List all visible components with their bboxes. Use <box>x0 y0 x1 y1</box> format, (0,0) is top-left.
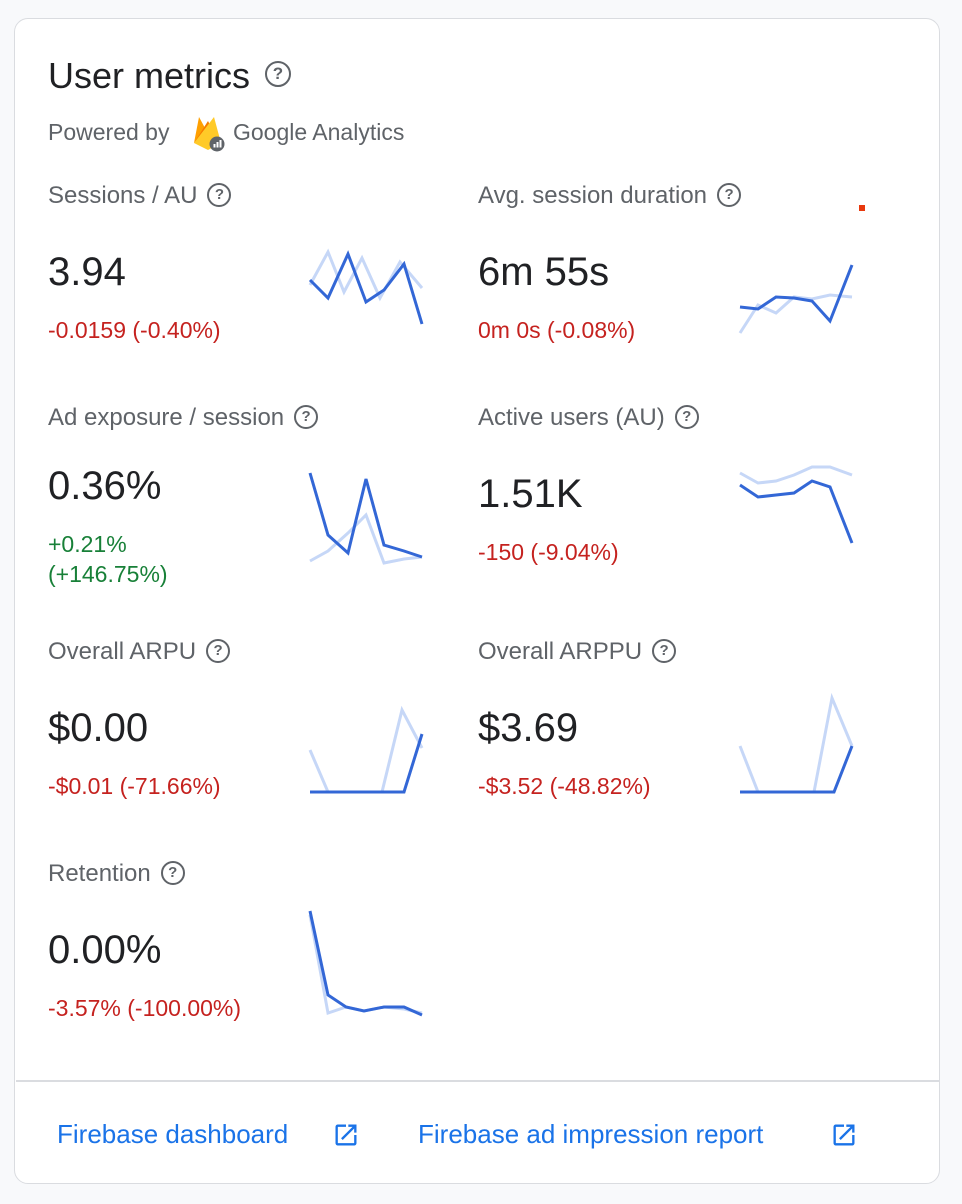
sparkline-current-series <box>739 264 854 324</box>
metric-delta-active-users: -150 (-9.04%) <box>478 539 619 565</box>
metric-value-retention: 0.00% <box>48 928 162 972</box>
sparkline-current-series <box>308 910 423 1017</box>
firebase-ad-impression-report-link[interactable]: Firebase ad impression report <box>418 1119 764 1149</box>
firebase-dashboard-link[interactable]: Firebase dashboard <box>57 1119 289 1149</box>
sparkline-overall-arpu <box>308 705 424 794</box>
sparkline-previous-series <box>739 465 853 485</box>
sparkline-previous-series <box>309 512 423 565</box>
metric-delta-retention: -3.57% (-100.00%) <box>48 995 242 1021</box>
metric-value-overall-arppu: $3.69 <box>478 706 579 750</box>
sparkline-active-users <box>739 465 854 544</box>
metric-value-avg-session-duration: 6m 55s <box>478 250 610 294</box>
metric-delta-line2-ad-exposure: (+146.75%) <box>48 561 168 587</box>
metric-delta-avg-session-duration: 0m 0s (-0.08%) <box>478 317 636 343</box>
metric-value-ad-exposure-per-session: 0.36% <box>48 464 162 508</box>
metric-delta-overall-arpu: -$0.01 (-71.66%) <box>48 773 221 799</box>
metric-delta-sessions-per-au: -0.0159 (-0.40%) <box>48 317 221 343</box>
sparkline-sessions-per-au <box>308 248 424 325</box>
help-icon[interactable]: ? <box>207 182 232 207</box>
sparkline-overall-arppu <box>738 692 854 794</box>
metric-label-ad-exposure-per-session: Ad exposure / session? <box>48 403 319 433</box>
help-icon[interactable]: ? <box>294 404 319 429</box>
sparkline-current-series <box>308 472 423 559</box>
google-analytics-label: Google Analytics <box>233 119 405 145</box>
metric-value-sessions-per-au: 3.94 <box>48 250 126 294</box>
sparkline-previous-series <box>308 705 424 794</box>
metric-value-overall-arpu: $0.00 <box>48 706 149 750</box>
sparkline-avg-session-duration <box>738 264 854 334</box>
metric-label-avg-session-duration: Avg. session duration? <box>478 181 742 211</box>
open-in-new-icon[interactable] <box>332 1121 360 1149</box>
sparkline-retention <box>308 910 423 1017</box>
sparkline-current-series <box>310 733 424 794</box>
help-icon[interactable]: ? <box>674 404 699 429</box>
sparkline-ad-exposure-per-session <box>308 472 423 565</box>
indicator-dot <box>859 205 865 211</box>
metric-value-active-users: 1.51K <box>478 472 583 516</box>
sparkline-previous-series <box>308 248 424 302</box>
powered-by-label: Powered by <box>48 119 170 145</box>
footer-divider <box>16 1080 940 1082</box>
help-icon[interactable]: ? <box>717 182 742 207</box>
help-icon[interactable]: ? <box>206 638 231 663</box>
sparkline-current-series <box>740 745 854 794</box>
sparkline-current-series <box>308 250 424 325</box>
open-in-new-icon[interactable] <box>830 1121 858 1149</box>
metric-label-sessions-per-au: Sessions / AU? <box>48 181 232 211</box>
metric-delta-line1-ad-exposure: +0.21% <box>48 531 127 557</box>
sparkline-previous-series <box>738 692 854 794</box>
sparkline-previous-series <box>308 914 423 1015</box>
user-metrics-card <box>14 18 940 1184</box>
help-icon[interactable]: ? <box>652 638 677 663</box>
sparkline-previous-series <box>738 293 853 334</box>
metric-delta-overall-arppu: -$3.52 (-48.82%) <box>478 773 651 799</box>
metric-label-overall-arppu: Overall ARPPU? <box>478 637 677 667</box>
firebase-logo-icon <box>194 117 225 152</box>
metric-label-overall-arpu: Overall ARPU? <box>48 637 231 667</box>
help-icon[interactable]: ? <box>160 860 185 885</box>
metric-label-retention: Retention? <box>48 859 185 889</box>
card-title: User metrics <box>48 55 251 96</box>
help-icon[interactable]: ? <box>265 61 291 87</box>
metric-label-active-users: Active users (AU)? <box>478 403 699 433</box>
sparkline-current-series <box>739 479 854 544</box>
